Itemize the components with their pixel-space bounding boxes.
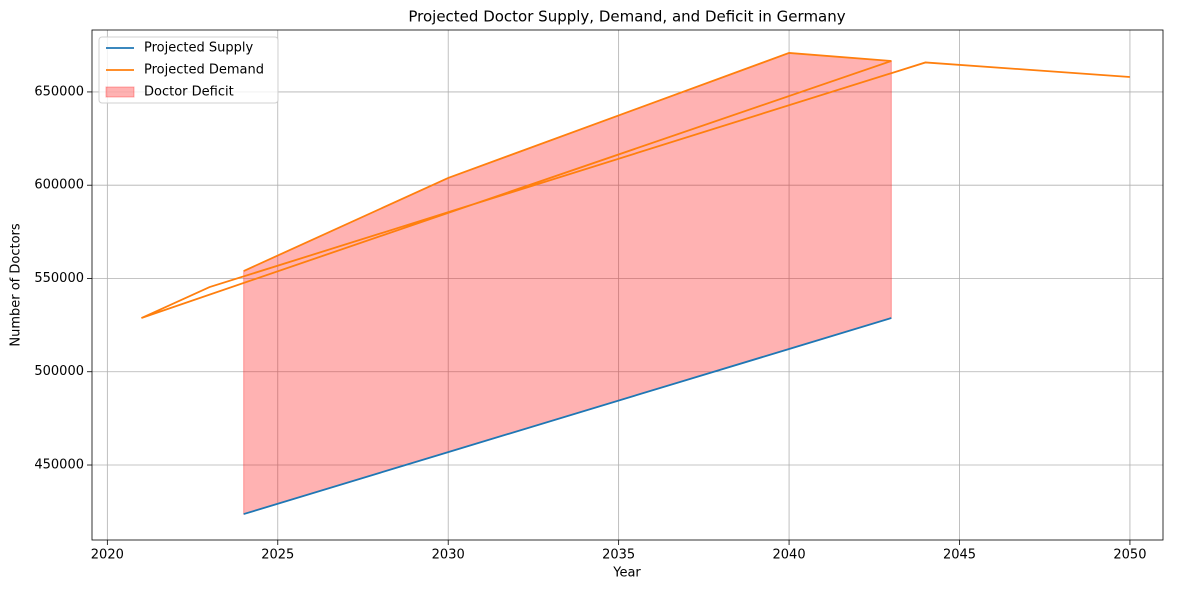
x-tick-label: 2030: [432, 548, 465, 563]
y-tick-label: 500000: [34, 364, 84, 379]
y-tick-label: 650000: [34, 84, 84, 99]
y-tick-label: 550000: [34, 271, 84, 286]
series-line: [243, 317, 892, 515]
plot-frame: [91, 29, 1164, 541]
y-tick-label: 600000: [34, 178, 84, 193]
x-tick-label: 2025: [261, 548, 294, 563]
legend: Projected Supply Projected Demand Doctor D…: [98, 36, 279, 104]
y-tick-label: 450000: [34, 458, 84, 473]
legend-swatch: [105, 86, 135, 98]
x-axis-label: Year: [612, 566, 641, 581]
x-tick-label: 2040: [773, 548, 806, 563]
series-line: [141, 52, 1130, 319]
y-axis-label: Number of Doctors: [9, 223, 24, 347]
x-tick-label: 2045: [943, 548, 976, 563]
chart-title: Projected Doctor Supply, Demand, and Def…: [408, 8, 845, 26]
x-tick-label: 2035: [602, 548, 635, 563]
legend-label: Doctor Deficit: [144, 85, 234, 100]
x-tick-label: 2050: [1113, 548, 1146, 563]
legend-box: [98, 36, 279, 104]
legend-label: Projected Demand: [144, 63, 264, 78]
x-tick-label: 2020: [91, 548, 124, 563]
legend-label: Projected Supply: [144, 41, 253, 56]
